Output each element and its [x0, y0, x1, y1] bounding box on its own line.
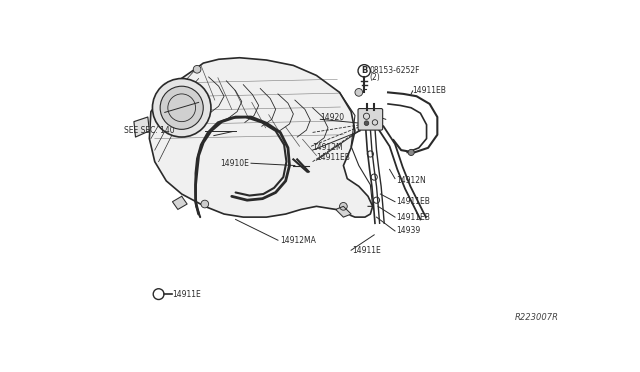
Circle shape — [160, 86, 204, 129]
Polygon shape — [172, 196, 187, 209]
Text: R223007R: R223007R — [515, 313, 559, 322]
Text: 14911EB: 14911EB — [396, 213, 429, 222]
Text: 14912N: 14912N — [396, 176, 426, 185]
Circle shape — [193, 65, 201, 73]
Text: (2): (2) — [369, 73, 380, 82]
Text: B: B — [361, 66, 367, 75]
Text: 14910E: 14910E — [221, 159, 250, 168]
FancyBboxPatch shape — [358, 109, 383, 130]
Text: SEE SEC. 140: SEE SEC. 140 — [124, 126, 175, 135]
Text: 14912M: 14912M — [312, 143, 343, 152]
Text: 14911EB: 14911EB — [413, 86, 447, 95]
Text: 14920: 14920 — [320, 112, 344, 122]
Circle shape — [355, 89, 363, 96]
Text: 14911E: 14911E — [353, 246, 381, 255]
Text: 08153-6252F: 08153-6252F — [369, 66, 420, 75]
Text: 14911EB: 14911EB — [396, 197, 429, 206]
Text: 14939: 14939 — [396, 227, 420, 235]
Polygon shape — [336, 206, 351, 217]
Polygon shape — [149, 58, 372, 217]
Polygon shape — [134, 117, 149, 137]
Text: 14912MA: 14912MA — [280, 236, 316, 245]
Circle shape — [364, 121, 369, 125]
Circle shape — [201, 200, 209, 208]
Text: 14911EB: 14911EB — [316, 153, 350, 162]
Circle shape — [152, 78, 211, 137]
Circle shape — [408, 150, 414, 155]
Circle shape — [340, 202, 348, 210]
Text: 14911E: 14911E — [172, 290, 201, 299]
